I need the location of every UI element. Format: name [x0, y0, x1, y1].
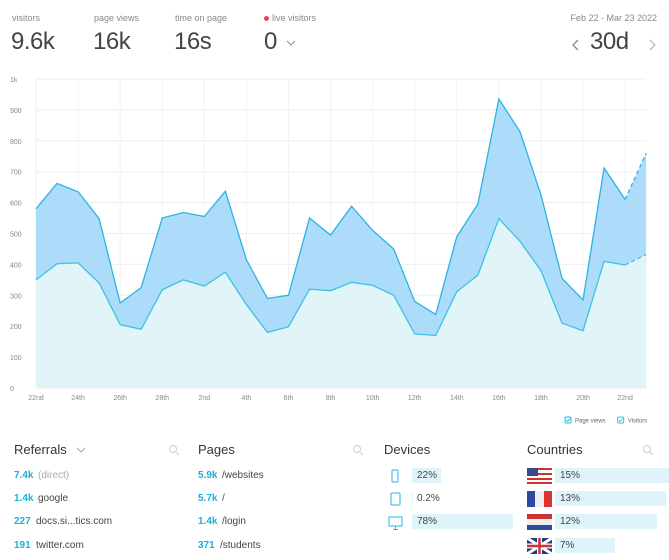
stat-value: 9.6k	[11, 28, 55, 55]
x-tick-label: 8th	[326, 395, 336, 402]
percent-label: 0.2%	[417, 493, 440, 504]
x-tick-label: 6th	[284, 395, 294, 402]
legend-checkbox[interactable]	[617, 416, 625, 424]
stat-value: 16k	[93, 28, 131, 55]
stat-label: page views	[94, 13, 140, 23]
row-count: 5.7k	[198, 493, 218, 504]
panel-title: Devices	[384, 442, 431, 457]
y-tick-label: 0	[10, 386, 14, 393]
x-tick-label: 24th	[71, 395, 85, 402]
row-label[interactable]: /students	[220, 540, 261, 551]
x-tick-label: 10th	[366, 395, 380, 402]
row-label[interactable]: google	[38, 493, 69, 504]
date-range: Feb 22 - Mar 23 2022	[570, 13, 657, 23]
x-tick-label: 14th	[450, 395, 464, 402]
y-tick-label: 700	[10, 170, 22, 177]
percent-label: 7%	[560, 540, 575, 551]
legend-label: Visitors	[628, 419, 648, 425]
percent-label: 78%	[417, 516, 438, 527]
device-icons	[388, 469, 403, 530]
legend-check	[565, 418, 571, 423]
row-count: 1.4k	[198, 516, 218, 527]
x-tick-label: 16th	[492, 395, 506, 402]
row-label[interactable]: /websites	[222, 470, 264, 481]
period[interactable]: 30d	[590, 28, 629, 55]
panel-title: Countries	[527, 442, 583, 457]
row-count: 191	[14, 540, 31, 551]
panel-title: Pages	[198, 442, 235, 457]
dropdown-icon[interactable]	[285, 39, 297, 47]
row-count: 1.4k	[14, 493, 34, 504]
row-count: 5.9k	[198, 470, 218, 481]
y-tick-label: 500	[10, 232, 22, 239]
percent-bar	[555, 538, 615, 553]
line-partial	[624, 253, 647, 266]
x-tick-label: 18th	[534, 395, 548, 402]
search-icon[interactable]	[642, 444, 654, 456]
row-label[interactable]: twitter.com	[36, 540, 84, 551]
area	[36, 218, 647, 388]
panel-title: Referrals	[14, 442, 67, 457]
y-tick-label: 300	[10, 293, 22, 300]
x-tick-label: 2nd	[198, 395, 210, 402]
row-count: 7.4k	[14, 470, 34, 481]
percent-bar	[555, 514, 657, 529]
stat-value: 16s	[174, 28, 212, 55]
x-tick-label: 4th	[242, 395, 252, 402]
y-tick-label: 800	[10, 139, 22, 146]
stat-value[interactable]: 0	[264, 28, 277, 55]
row-label[interactable]: (direct)	[38, 470, 70, 481]
percent-label: 22%	[417, 470, 438, 481]
row-count: 227	[14, 516, 31, 527]
y-tick-label: 600	[10, 201, 22, 208]
stat-label: visitors	[12, 13, 41, 23]
percent-bar	[412, 514, 514, 529]
x-tick-label: 26th	[113, 395, 127, 402]
stat-label: time on page	[175, 13, 228, 23]
search-icon[interactable]	[352, 444, 364, 456]
y-tick-label: 1k	[10, 77, 18, 84]
x-tick-label: 12th	[408, 395, 422, 402]
legend-check	[618, 418, 624, 423]
line	[35, 217, 626, 337]
x-tick-label: 22nd	[617, 395, 633, 402]
search-icon[interactable]	[168, 444, 180, 456]
x-tick-label: 22nd	[28, 395, 44, 402]
stat-label: live visitors	[272, 13, 317, 23]
legend-label: Page views	[575, 419, 606, 425]
percent-bar	[412, 468, 441, 483]
y-tick-label: 200	[10, 324, 22, 331]
line-partial	[624, 152, 647, 200]
x-tick-label: 20th	[576, 395, 590, 402]
dropdown-icon[interactable]	[76, 446, 86, 454]
legend-checkbox[interactable]	[564, 416, 572, 424]
row-label[interactable]: /login	[222, 516, 246, 527]
y-tick-label: 900	[10, 108, 22, 115]
next-button[interactable]	[646, 38, 658, 52]
line	[35, 97, 626, 316]
percent-label: 12%	[560, 516, 581, 527]
y-tick-label: 400	[10, 262, 22, 269]
row-label[interactable]: /	[222, 493, 225, 504]
percent-label: 13%	[560, 493, 581, 504]
chart: 0 100 200 300 400 500 600 700 800 900 1k 22nd 24th 26…	[10, 77, 648, 425]
row-count: 371	[198, 540, 215, 551]
y-tick-label: 100	[10, 355, 22, 362]
prev-button[interactable]	[570, 38, 582, 52]
percent-bar	[555, 491, 666, 506]
row-label[interactable]: docs.si...tics.com	[36, 516, 113, 527]
x-tick-label: 28th	[155, 395, 169, 402]
percent-bar	[555, 468, 669, 483]
percent-label: 15%	[560, 470, 581, 481]
live-dot	[264, 16, 269, 21]
flags	[527, 468, 553, 556]
